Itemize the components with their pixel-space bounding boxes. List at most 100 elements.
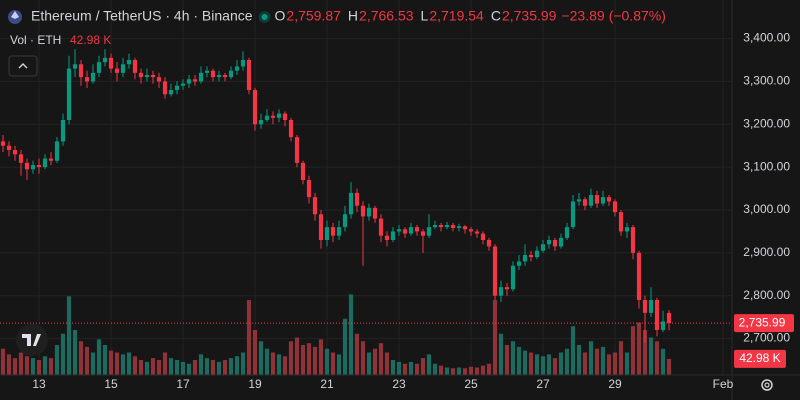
settings-icon[interactable] [761,379,773,391]
candle-body [96,62,102,73]
volume-bar [324,348,330,375]
volume-bar [366,352,372,375]
volume-bar [294,337,300,375]
candle-body [222,75,228,78]
candle-body [342,214,348,228]
status-dot-core [261,14,268,20]
candle-body [276,113,282,118]
candle-body [204,70,210,73]
candle-body [534,250,540,258]
volume-bar [204,358,210,375]
candle-body [192,79,198,82]
candle-body [600,197,606,204]
candle-body [162,81,168,95]
volume-bar [60,333,66,375]
candle-body [582,199,588,206]
y-tick-label: 3,100.00 [743,159,790,173]
candle-body [306,180,312,198]
volume-bar [90,352,96,375]
volume-bar [126,352,132,375]
change-value: −23.89 [561,8,604,24]
candle-body [258,120,264,125]
volume-bar [54,345,60,375]
volume-bar [468,366,474,375]
volume-bar [510,341,516,375]
candle-body [648,300,654,313]
candle-body [120,64,126,73]
candle-body [348,192,354,215]
candle-body [48,158,54,161]
volume-bar [138,360,144,375]
candle-body [246,60,252,90]
volume-bar [240,352,246,375]
candle-body [444,225,450,228]
volume-tag-label: 42.98 K [739,351,780,365]
volume-bar [660,348,666,375]
y-tick-label: 2,900.00 [743,245,790,259]
candle-body [312,197,318,215]
volume-bar [642,330,648,375]
volume-bar [72,330,78,375]
logo-bg [16,324,48,356]
volume-bar [210,360,216,375]
ohlc-key: H [348,8,358,24]
gear-hub [764,382,770,388]
candle-body [660,321,666,330]
candle-body [24,162,30,170]
candle-body [642,300,648,313]
volume-bar [408,361,414,375]
volume-bar [174,360,180,375]
volume-bar [450,368,456,375]
candle-body [282,113,288,120]
candle-body [336,227,342,236]
volume-bar [492,300,498,375]
candle-body [324,227,330,240]
volume-bar [636,322,642,375]
candle-body [522,255,528,262]
candle-body [402,229,408,234]
candle-body [252,90,258,125]
volume-bar [552,358,558,375]
candle-body [408,227,414,234]
volume-bar [162,352,168,375]
volume-bar [270,352,276,375]
volume-bar [426,354,432,375]
candle-body [294,137,300,163]
candle-body [138,72,144,78]
volume-bar [156,360,162,375]
candle-body [12,150,18,155]
volume-bar [234,356,240,375]
volume-bar [666,358,672,375]
candle-body [72,64,78,69]
volume-bar [480,365,486,375]
volume-bar [354,333,360,375]
candle-body [216,75,222,78]
candle-body [636,252,642,300]
candle-body [390,231,396,240]
volume-bar [378,343,384,375]
volume-bar [576,345,582,375]
volume-bar [42,356,48,375]
logo [16,324,48,356]
volume-bar [180,361,186,375]
ohlc-value: 2,735.99 [502,8,557,24]
candle-body [414,227,420,232]
volume-bar [246,300,252,375]
ohlc-value: 2,766.53 [359,8,414,24]
volume-bar [390,360,396,375]
candle-body [0,141,6,146]
y-tick-label: 3,300.00 [743,74,790,88]
volume-bar [66,296,72,375]
volume-bar [474,367,480,375]
volume-bar [288,341,294,375]
volume-bar [594,348,600,375]
collapse-button[interactable] [8,55,38,77]
volume-bar [132,356,138,375]
candle-body [84,77,90,82]
candle-body [90,72,96,82]
candle-body [624,227,630,232]
candle-body [450,225,456,228]
volume-bar [558,352,564,375]
